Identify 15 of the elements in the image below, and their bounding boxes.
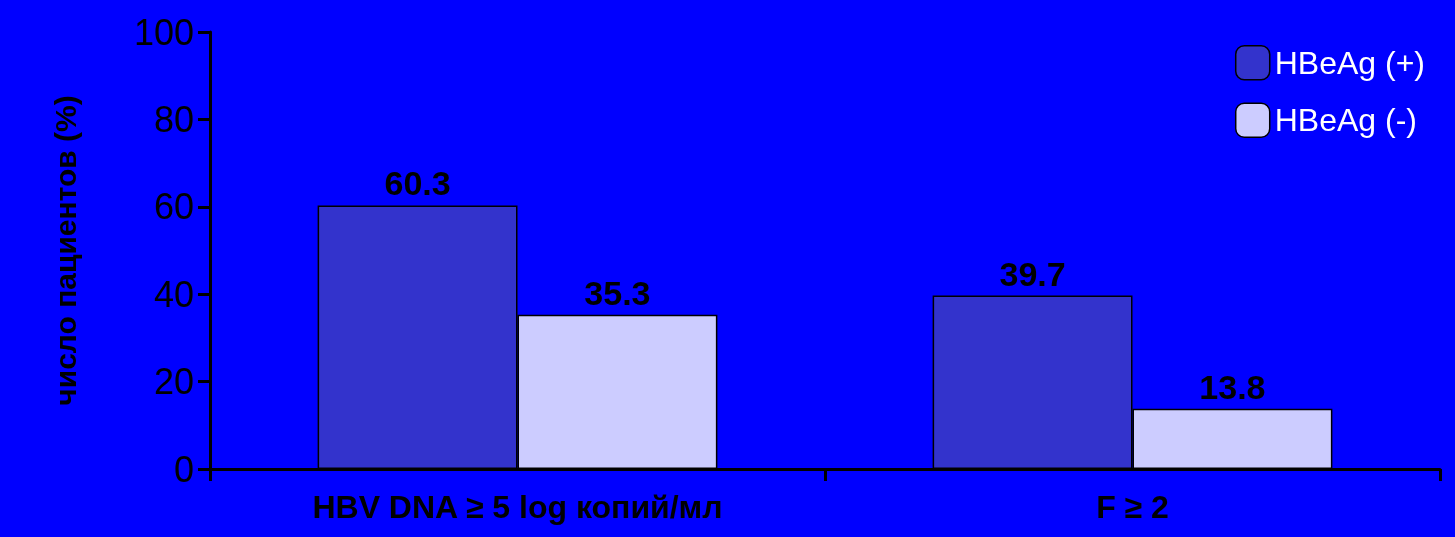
- legend-label: HBeAg (-): [1274, 102, 1417, 139]
- y-axis-title: число пациентов (%): [48, 95, 82, 406]
- y-tick-label: 40: [153, 273, 194, 315]
- data-label: 60.3: [384, 164, 451, 203]
- y-tick-label: 0: [173, 448, 194, 490]
- y-tick-label: 100: [133, 11, 194, 53]
- legend-label: HBeAg (+): [1274, 44, 1425, 81]
- y-tick-label: 60: [153, 186, 194, 228]
- data-label: 13.8: [1199, 367, 1266, 406]
- x-tick-label: HBV DNA ≥ 5 log копий/мл: [312, 489, 723, 525]
- y-tick-label: 80: [153, 98, 194, 140]
- x-tick-label: F ≥ 2: [1096, 489, 1169, 525]
- data-label: 39.7: [999, 254, 1066, 293]
- y-tick-label: 20: [153, 361, 194, 403]
- data-label: 35.3: [584, 273, 651, 312]
